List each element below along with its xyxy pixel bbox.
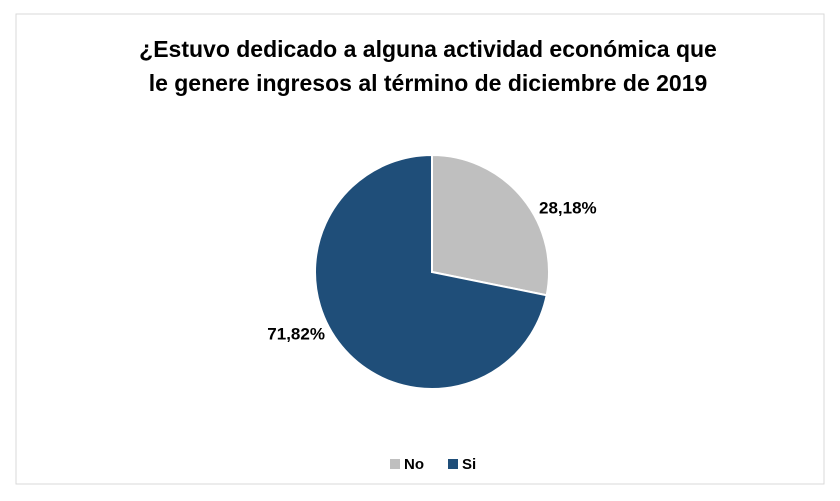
chart-title: ¿Estuvo dedicado a alguna actividad econ… [139, 36, 717, 62]
legend-swatch [390, 459, 400, 469]
chart-title: le genere ingresos al término de diciemb… [149, 70, 708, 96]
legend-label: Si [462, 456, 476, 473]
pie-slice [431, 153, 550, 297]
pie-slice [314, 153, 548, 390]
legend-label: No [404, 456, 424, 473]
data-label: 71,82% [267, 324, 325, 343]
legend-swatch [448, 459, 458, 469]
data-label: 28,18% [539, 199, 597, 218]
